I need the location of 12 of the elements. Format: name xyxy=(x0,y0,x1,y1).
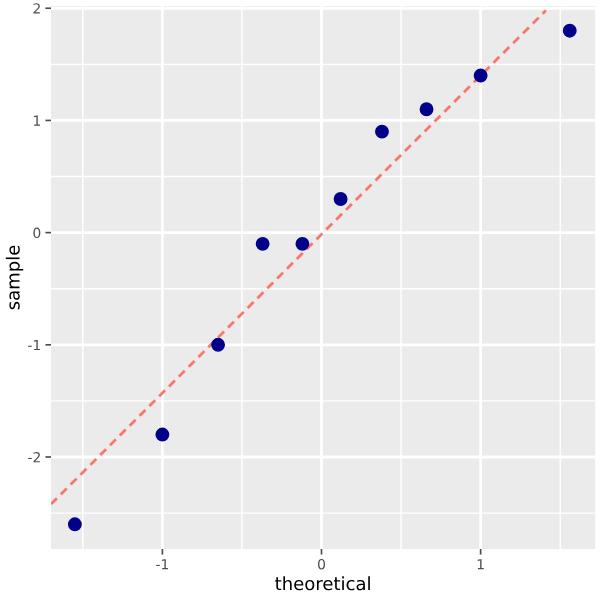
point xyxy=(333,192,348,206)
y-axis-title: sample xyxy=(5,245,24,310)
point xyxy=(155,427,170,442)
point xyxy=(419,102,434,117)
point xyxy=(211,337,226,352)
point xyxy=(473,68,488,83)
point xyxy=(67,517,82,532)
point xyxy=(255,236,270,251)
point xyxy=(375,124,389,139)
point xyxy=(562,23,577,38)
x-axis-title: theoretical xyxy=(275,576,370,591)
point xyxy=(295,236,310,251)
